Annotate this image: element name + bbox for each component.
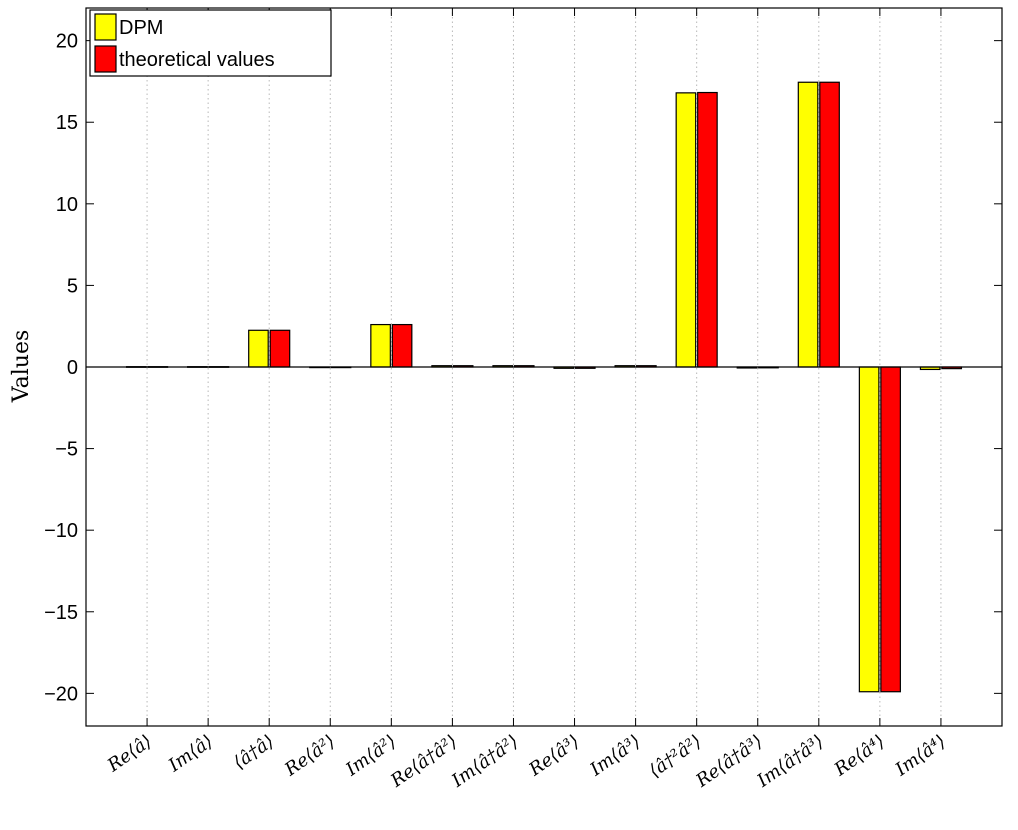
y-tick-label: 10 [56, 194, 78, 216]
bar-dpm [858, 366, 880, 693]
legend-label-dpm: DPM [119, 17, 163, 39]
bar-dpm [248, 329, 269, 368]
legend-swatch-theoretical [94, 45, 117, 73]
legend-label-theoretical: theoretical values [119, 49, 275, 71]
y-axis-ticks: 20 15 10 5 0 −5 −10 −15 −20 [44, 31, 1002, 705]
y-tick-label: −15 [44, 602, 78, 624]
y-tick-label: 0 [67, 357, 78, 379]
y-tick-label: −5 [55, 439, 78, 461]
bar-theoretical [391, 323, 413, 368]
bar-theoretical [697, 91, 718, 368]
legend-box [89, 9, 332, 77]
bar-theoretical [880, 366, 901, 693]
y-tick-label: −20 [44, 683, 78, 705]
legend: DPM theoretical values [89, 9, 332, 77]
y-tick-label: 15 [56, 112, 78, 134]
y-axis-label: Values [9, 330, 34, 404]
bar-theoretical [819, 81, 840, 368]
bar-dpm [675, 92, 697, 368]
bar-dpm [370, 323, 391, 368]
y-tick-label: 5 [67, 275, 78, 297]
bars [125, 81, 963, 693]
legend-swatch-dpm [94, 13, 117, 41]
bar-dpm [797, 81, 819, 368]
y-tick-label: −10 [44, 520, 78, 542]
bar-theoretical [269, 329, 291, 368]
y-tick-label: 20 [56, 31, 78, 53]
